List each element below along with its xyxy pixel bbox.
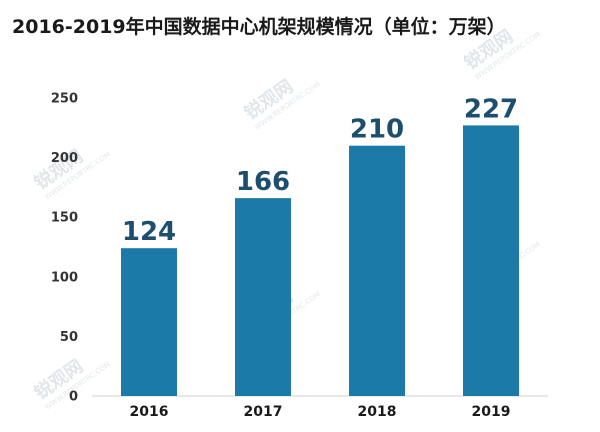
data-label-2016: 124 xyxy=(122,217,176,247)
y-tick-label: 150 xyxy=(51,211,78,226)
y-tick-label: 250 xyxy=(51,92,78,107)
y-tick-label: 50 xyxy=(60,330,78,345)
bar-2017 xyxy=(235,198,291,396)
y-tick-label: 100 xyxy=(51,270,78,285)
x-tick-label-2016: 2016 xyxy=(130,404,169,420)
chart-title: 2016-2019年中国数据中心机架规模情况（单位：万架） xyxy=(12,16,506,38)
data-label-2017: 166 xyxy=(236,167,290,197)
data-label-2018: 210 xyxy=(350,115,404,145)
bar-2019 xyxy=(463,125,519,396)
y-tick-label: 200 xyxy=(51,151,78,166)
y-tick-label: 0 xyxy=(69,390,78,405)
bars: 124 166 210 227 xyxy=(121,94,519,396)
x-tick-label-2019: 2019 xyxy=(472,404,511,420)
x-tick-label-2017: 2017 xyxy=(244,404,283,420)
x-tick-label-2018: 2018 xyxy=(358,404,397,420)
bar-2018 xyxy=(349,145,405,396)
data-label-2019: 227 xyxy=(464,94,518,124)
bar-2016 xyxy=(121,248,177,396)
